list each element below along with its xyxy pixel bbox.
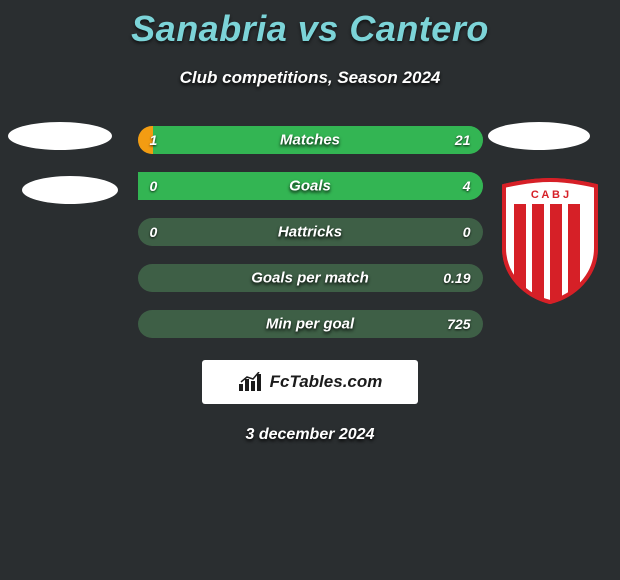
stat-value-right: 4 <box>463 178 471 194</box>
stat-label: Hattricks <box>278 224 342 241</box>
player-left-name: Sanabria <box>131 8 287 49</box>
subtitle: Club competitions, Season 2024 <box>0 68 620 88</box>
stat-row: 725 Min per goal <box>138 310 483 338</box>
stat-label: Goals per match <box>251 270 369 287</box>
stat-value-right: 0 <box>463 224 471 240</box>
stat-label: Matches <box>280 132 340 149</box>
stat-value-right: 725 <box>447 316 470 332</box>
stat-value-right: 21 <box>455 132 471 148</box>
svg-text:C A B J: C A B J <box>531 189 569 201</box>
stat-value-left: 1 <box>150 132 158 148</box>
stat-value-left: 0 <box>150 224 158 240</box>
stat-value-left: 0 <box>150 178 158 194</box>
player-right-name: Cantero <box>349 8 489 49</box>
stat-row: 0.19 Goals per match <box>138 264 483 292</box>
bar-chart-icon <box>238 372 264 392</box>
stat-row: 1 21 Matches <box>138 126 483 154</box>
photo-placeholder <box>488 122 590 150</box>
club-crest-right: C A B J <box>500 178 600 304</box>
stat-label: Goals <box>289 178 331 195</box>
vs-separator: vs <box>298 8 339 49</box>
stat-label: Min per goal <box>266 316 354 333</box>
stat-row: 0 0 Hattricks <box>138 218 483 246</box>
page-title: Sanabria vs Cantero <box>0 0 620 50</box>
logo-text: FcTables.com <box>270 372 383 392</box>
footer-date: 3 december 2024 <box>0 426 620 444</box>
fctables-logo: FcTables.com <box>202 360 418 404</box>
stat-row: 0 4 Goals <box>138 172 483 200</box>
photo-placeholder <box>8 122 112 150</box>
photo-placeholder <box>22 176 118 204</box>
stats-container: 1 21 Matches 0 4 Goals 0 0 Hattricks 0.19 Goals pe… <box>138 126 483 338</box>
stat-value-right: 0.19 <box>443 270 470 286</box>
